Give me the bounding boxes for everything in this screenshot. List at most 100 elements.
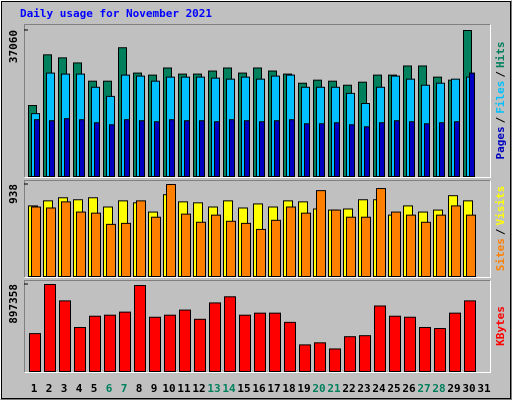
bar (349, 124, 355, 177)
legend-entry: Sites (494, 238, 507, 271)
bar (139, 120, 145, 178)
bar (319, 123, 325, 178)
bar (154, 121, 160, 178)
bar (239, 314, 251, 372)
bar (214, 121, 220, 178)
bar (344, 336, 356, 373)
chart-title: Daily usage for November 2021 (20, 7, 212, 20)
x-tick-label: 15 (237, 382, 250, 395)
bar (59, 300, 71, 372)
x-tick-label: 18 (282, 382, 295, 395)
x-tick-label: 23 (357, 382, 370, 395)
bar (169, 119, 175, 178)
bar (46, 207, 56, 277)
bar (254, 312, 266, 372)
bar (211, 214, 221, 277)
bar (376, 188, 386, 277)
x-tick-label: 25 (387, 382, 400, 395)
legend-separator: / (494, 71, 507, 78)
bar (359, 335, 371, 372)
panel-bevel (24, 24, 491, 178)
legend-separator: / (494, 116, 507, 123)
bar (29, 333, 41, 373)
bar (346, 216, 356, 277)
x-tick-label: 2 (46, 382, 53, 395)
bar (61, 201, 71, 278)
bar (304, 123, 310, 178)
bar (421, 221, 431, 277)
bar (271, 219, 281, 278)
bar (34, 119, 40, 178)
bar (364, 126, 370, 177)
legend-entry: Files (494, 81, 507, 114)
x-tick-label: 29 (447, 382, 460, 395)
bar (79, 119, 85, 178)
legend-entry: Visits (494, 186, 507, 226)
bar (109, 124, 115, 177)
bar (31, 206, 41, 277)
bar (44, 284, 56, 372)
bar (199, 120, 205, 178)
bar (256, 228, 266, 278)
bar (289, 119, 295, 178)
bar (226, 220, 236, 278)
bar (259, 121, 265, 178)
x-tick-label: 22 (342, 382, 355, 395)
bar (374, 305, 386, 373)
bar (409, 121, 415, 178)
legend-entry: Pages (494, 126, 507, 159)
bar (314, 342, 326, 373)
bar (181, 213, 191, 277)
bar (454, 121, 460, 178)
bar (136, 200, 146, 277)
bar (269, 312, 281, 372)
bar (151, 216, 161, 277)
legend-entry: Hits (494, 42, 507, 69)
bar (469, 72, 475, 177)
bar (64, 118, 70, 177)
bar (209, 302, 221, 373)
legend-entry: KBytes (494, 306, 507, 346)
panel-bevel (24, 180, 491, 278)
x-tick-label: 30 (462, 382, 475, 395)
bar (164, 314, 176, 372)
bar (316, 190, 326, 277)
bar (299, 344, 311, 373)
bar (74, 326, 86, 372)
x-tick-label: 28 (432, 382, 445, 395)
x-tick-label: 10 (162, 382, 175, 395)
bar (106, 223, 116, 278)
x-tick-label: 24 (372, 382, 386, 395)
x-tick-label: 16 (252, 382, 266, 395)
bar (196, 221, 206, 277)
x-tick-label: 11 (177, 382, 191, 395)
bar (436, 214, 446, 277)
bar (134, 285, 146, 372)
bar (284, 321, 296, 373)
x-tick-label: 13 (207, 382, 220, 395)
legend-separator: / (494, 228, 507, 235)
bar (89, 315, 101, 373)
bar (379, 122, 385, 178)
bar (464, 300, 476, 372)
bar (334, 122, 340, 178)
x-tick-label: 5 (91, 382, 98, 395)
y-tick-label: 37060 (7, 30, 20, 63)
x-tick-label: 26 (402, 382, 416, 395)
x-tick-label: 4 (76, 382, 83, 395)
x-tick-label: 19 (297, 382, 310, 395)
bar (439, 122, 445, 178)
bar (301, 212, 311, 277)
bar (119, 311, 131, 372)
bar (244, 120, 250, 178)
legend: KBytes (494, 306, 507, 346)
x-tick-label: 9 (151, 382, 158, 395)
bar (274, 120, 280, 178)
bar (241, 222, 251, 278)
x-tick-label: 14 (222, 382, 236, 395)
x-tick-label: 1 (31, 382, 38, 395)
bar (286, 206, 296, 277)
bar (424, 123, 430, 178)
